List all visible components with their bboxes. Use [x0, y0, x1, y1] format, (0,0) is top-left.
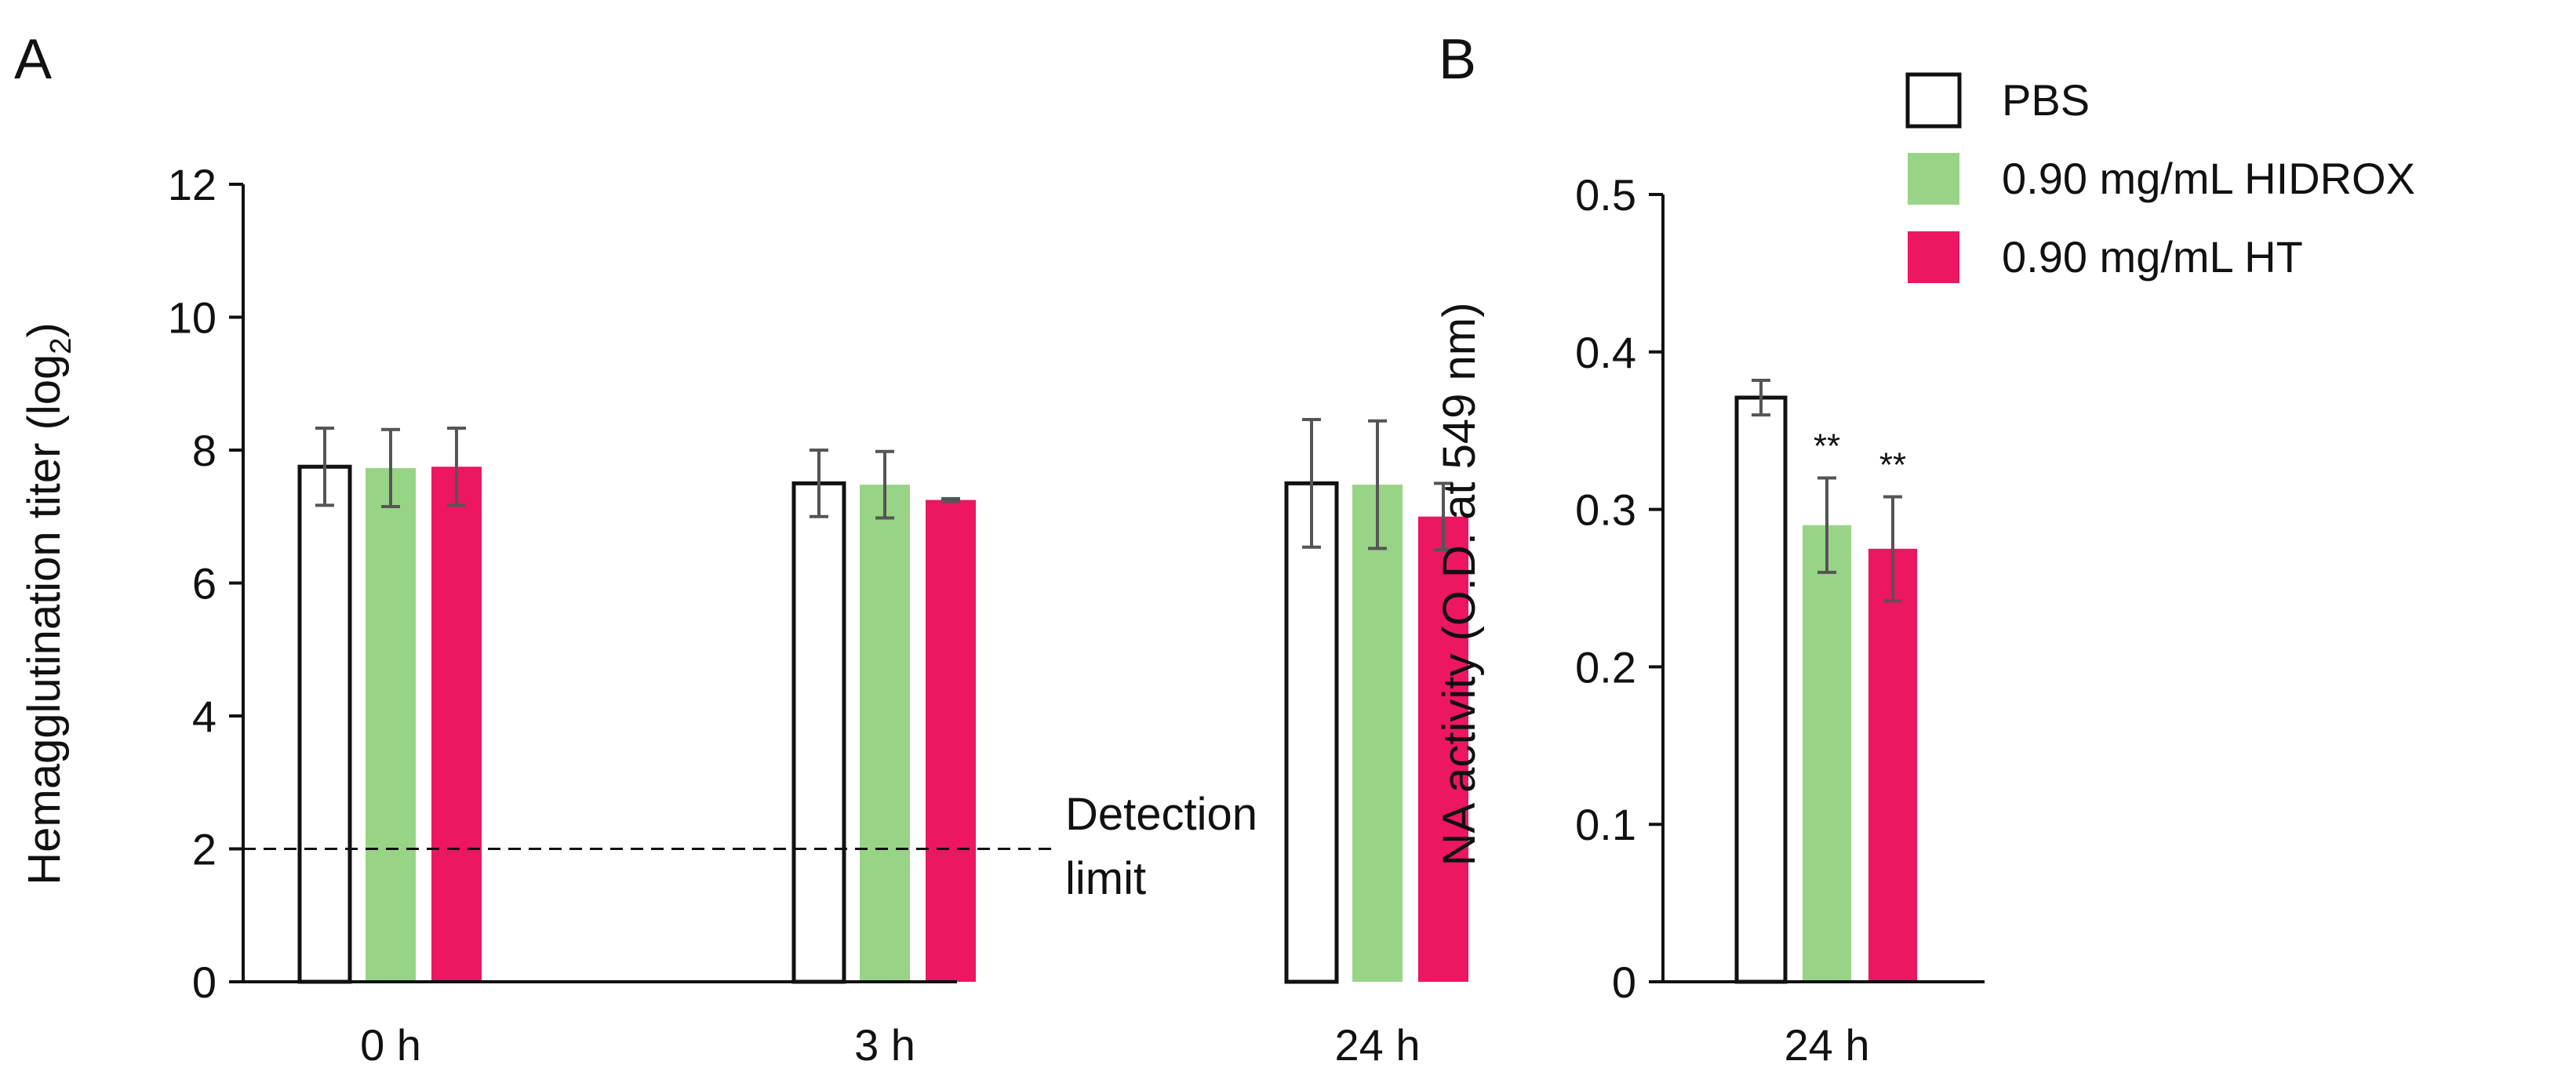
- bar-0-90-mg-ml-hidrox-3h: [860, 485, 910, 982]
- panel-b-x-ticks: 24 h: [1785, 1020, 1870, 1070]
- bar-0-90-mg-ml-hidrox-24h: [1803, 525, 1851, 982]
- bar-0-90-mg-ml-hidrox-24h: [1352, 485, 1403, 982]
- panel-b-y-ticks: 0 0.1 0.2 0.3 0.4 0.5: [1575, 170, 1663, 1007]
- bar-pbs-0h: [297, 464, 352, 984]
- legend-swatch-3: [1908, 231, 1959, 283]
- panel-b-y-axis-title: NA activity (O.D. at 549 nm): [1434, 303, 1485, 867]
- a-x-tick-label: 3 h: [854, 1020, 915, 1070]
- a-x-tick-label: 24 h: [1335, 1020, 1421, 1070]
- panel-a-bars: [297, 418, 1468, 984]
- panel-a-y-ticks: 0 2 4 6 8 10 12: [168, 160, 243, 1007]
- a-y-tick-label: 0: [192, 957, 216, 1007]
- bar-pbs-24h: [1284, 481, 1339, 984]
- panel-b: B NA activity (O.D. at 549 nm) 0 0.1 0.2 0.…: [1434, 28, 1985, 1070]
- a-y-tick-label: 12: [168, 160, 216, 209]
- a-y-tick-label: 8: [192, 426, 216, 475]
- significance-marker: **: [1814, 427, 1840, 465]
- legend-label-2: 0.90 mg/mL HIDROX: [2002, 154, 2415, 203]
- bar-0-90-mg-ml-ht-0h: [431, 467, 482, 982]
- legend-swatch-2: [1908, 153, 1959, 205]
- a-x-tick-label: 0 h: [360, 1020, 421, 1070]
- a-y-tick-label: 10: [168, 293, 216, 343]
- bar-0-90-mg-ml-ht-3h: [926, 500, 976, 982]
- bar-pbs-3h: [791, 481, 846, 984]
- legend-label-1: PBS: [2002, 75, 2090, 125]
- a-y-tick-label: 2: [192, 825, 216, 874]
- panel-b-bars: ** **: [1734, 378, 1917, 984]
- b-y-tick-label: 0.3: [1575, 485, 1636, 535]
- legend-label-3: 0.90 mg/mL HT: [2002, 232, 2303, 282]
- legend: PBS 0.90 mg/mL HIDROX 0.90 mg/mL HT: [1905, 72, 2415, 283]
- bar-0-90-mg-ml-ht-24h: [1868, 548, 1917, 982]
- b-y-tick-label: 0: [1612, 957, 1636, 1007]
- b-y-tick-label: 0.1: [1575, 800, 1636, 849]
- bar-0-90-mg-ml-ht-24h: [1418, 516, 1468, 982]
- detection-limit-label-line1: Detection: [1065, 789, 1257, 840]
- b-y-tick-label: 0.4: [1575, 328, 1636, 377]
- panel-a-y-axis-title: Hemagglutination titer (log2): [19, 322, 78, 885]
- b-y-tick-label: 0.5: [1575, 170, 1636, 220]
- a-y-tick-label: 6: [192, 559, 216, 609]
- panel-a-x-ticks: 0 h 3 h 24 h: [360, 1020, 1420, 1070]
- a-y-tick-label: 4: [192, 692, 216, 741]
- panel-b-label: B: [1439, 28, 1476, 91]
- detection-limit-label-line2: limit: [1065, 853, 1146, 904]
- b-y-tick-label: 0.2: [1575, 642, 1636, 692]
- bar-0-90-mg-ml-hidrox-0h: [366, 467, 416, 982]
- bar-pbs-24h: [1734, 395, 1788, 984]
- panel-a: A Hemagglutination titer (log2) 0 2 4 6 8 10 1…: [14, 28, 1468, 1070]
- significance-marker: **: [1879, 446, 1906, 485]
- legend-swatch-1: [1905, 72, 1962, 129]
- b-x-tick-label: 24 h: [1785, 1020, 1870, 1070]
- panel-a-label: A: [14, 28, 52, 91]
